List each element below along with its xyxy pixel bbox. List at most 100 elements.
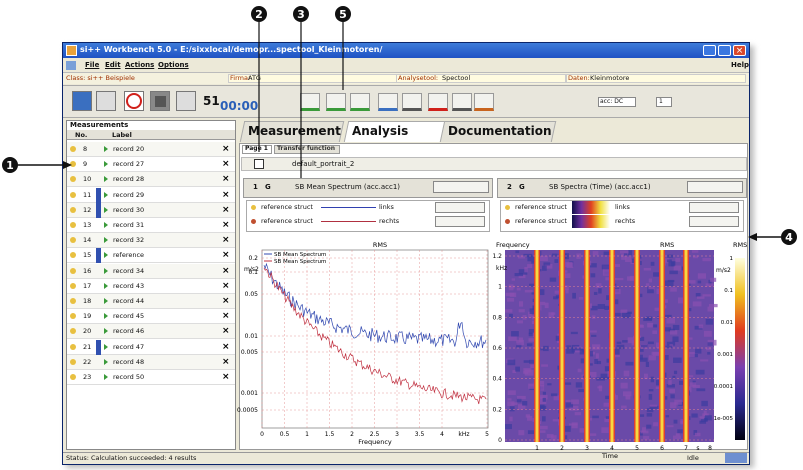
spectrogram-noise [697,296,705,298]
spectrogram-noise [641,345,648,348]
spectrogram-noise [602,265,610,270]
spectrogram-noise [667,425,674,427]
spectrogram-noise [547,434,554,438]
spectrogram-noise [522,405,525,409]
spectrogram-noise [676,433,680,435]
spectrogram-noise [624,253,627,255]
spectrogram-noise [509,417,512,422]
spectrogram-noise [674,400,682,405]
spectrogram-noise [668,262,674,267]
spectrogram-noise [692,250,698,253]
spectrogram-noise [565,262,572,267]
spectrogram-noise [648,342,654,345]
spectrogram-noise [702,258,711,261]
spectrogram-noise [620,250,629,253]
spectrogram-noise [527,416,532,421]
spectrogram-noise [646,283,649,286]
spectrogram-noise [708,342,713,345]
spectrogram-noise [652,352,660,355]
spectrogram-noise [579,297,583,300]
spectrogram-noise [628,250,632,255]
colorbar-label: RMS [733,241,747,249]
spectrogram-noise [627,276,633,280]
spectrogram-noise [604,403,610,407]
spectrogram-noise [647,408,654,412]
x-tick-label: 0.5 [280,431,290,438]
x-tick-label: 5 [635,445,639,452]
spectrogram-noise [511,331,519,336]
colorbar-unit: m/s2 [716,267,731,274]
spectrogram-noise [515,367,520,372]
spectrogram-noise [571,399,579,404]
spectrogram-noise [620,310,627,313]
colorbar-tick-label: 1 [730,256,734,262]
spectrogram-noise [551,393,557,396]
spectrogram-noise [517,288,521,291]
x-tick-label: 0 [260,431,264,438]
x-tick-label: 7 [684,445,688,452]
spectrogram-noise [673,358,682,363]
x-tick-label: 2.5 [370,431,380,438]
callout-number: 2 [255,8,263,21]
spectrogram-band-core [586,250,589,442]
callout-number: 4 [785,231,793,244]
spectrogram-noise [505,424,512,429]
spectrogram-noise [518,404,522,410]
spectrogram-noise [601,427,608,433]
spectrogram-noise [649,394,653,400]
x-tick-label: 4 [610,445,614,452]
spectrogram-noise [596,283,602,288]
spectrogram-noise [597,361,601,364]
spectrogram-noise [578,389,584,392]
y-tick-label: 1.2 [492,253,502,260]
x-unit: kHz [458,431,469,438]
y-tick-label: 0.001 [241,390,258,397]
spectrogram-noise [670,330,677,334]
spectrogram-noise [594,292,597,295]
colorbar-tick-label: 0.01 [721,320,733,326]
spectrogram-noise [525,290,533,293]
spectrogram-noise [527,343,533,346]
spectrogram-noise [539,426,548,430]
plot-area [262,250,488,428]
spectrogram-noise [626,395,631,399]
spectrogram-noise [543,262,550,265]
spectrogram-noise [652,330,657,334]
spectrogram-noise [604,252,610,255]
spectrogram-noise [674,371,677,374]
spectrogram-noise [649,355,656,360]
spectrogram-noise [518,430,524,435]
colorbar [735,258,745,440]
spectrogram-noise [707,307,713,312]
spectrogram-noise [653,324,658,327]
spectrogram-noise [674,266,681,271]
y-tick-label: 0 [498,437,502,444]
spectrogram-noise [507,298,514,302]
spectrogram-noise [545,303,549,308]
spectrogram-noise [669,389,675,393]
spectrogram-noise [509,286,515,289]
spectrogram-noise [690,382,696,386]
spectrogram-noise [669,271,677,275]
spectrogram-noise [628,337,635,343]
spectrogram-noise [553,296,558,299]
callout-number: 3 [297,8,305,21]
x-tick-label: 3 [395,431,399,438]
spectrogram-noise [572,293,576,299]
y-tick-label: 1 [498,284,502,291]
spectrogram-noise [706,283,714,286]
spectrogram-noise [539,302,545,305]
spectrogram-noise [673,325,679,330]
spectrogram-noise [666,415,670,417]
spectrogram-noise [505,309,512,312]
spectrogram-noise [646,362,649,367]
spectrogram-noise [643,436,649,440]
legend-label: SB Mean Spectrum [274,259,326,265]
spectrogram-noise [540,385,544,391]
arrow-head [63,161,72,169]
spectrogram-noise [666,318,675,324]
x-axis-label: Frequency [358,438,392,446]
spectrogram-noise [698,273,706,278]
spectrogram-noise [709,304,718,307]
spectrogram-noise [665,280,674,286]
